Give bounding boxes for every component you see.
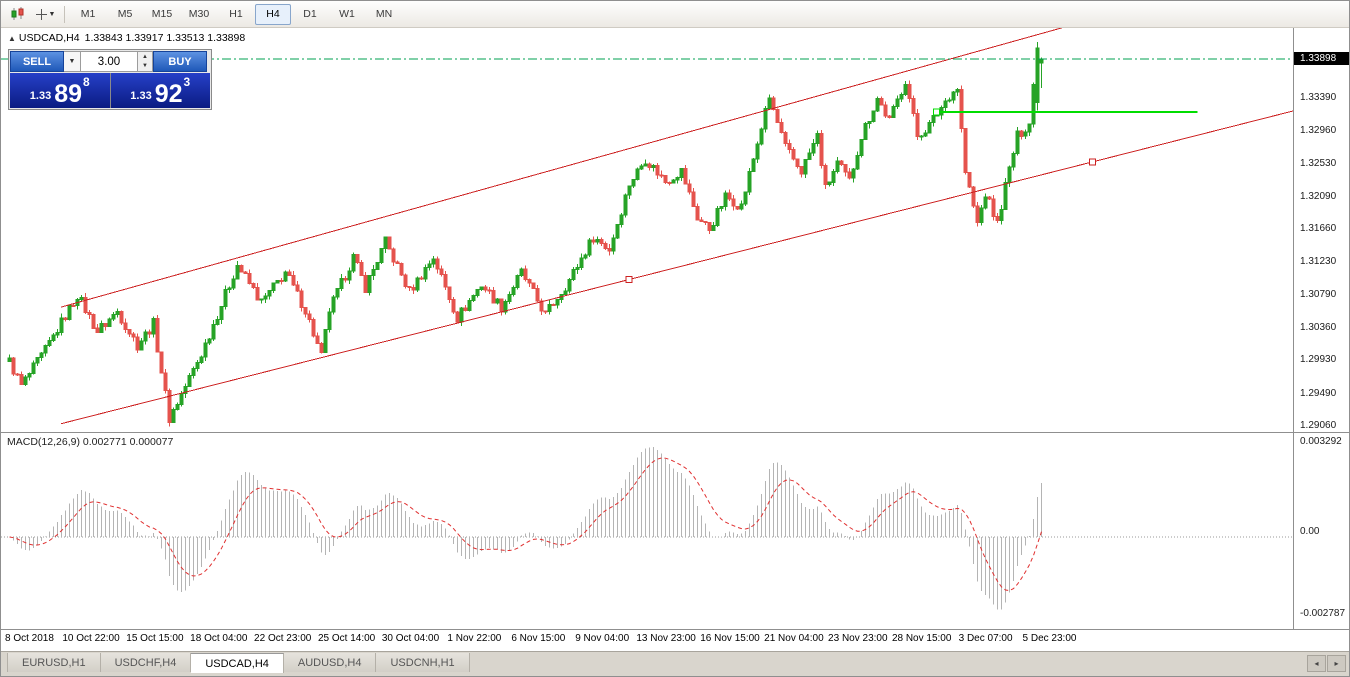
volume-input[interactable] xyxy=(81,51,138,72)
top-toolbar: ▼ M1 M5 M15 M30 H1 H4 D1 W1 MN xyxy=(1,1,1349,28)
price-tick: 1.29930 xyxy=(1300,354,1337,366)
macd-tick: 0.00 xyxy=(1300,526,1320,537)
chart-tab-usdcnh-h1[interactable]: USDCNH,H1 xyxy=(376,653,470,672)
trade-controls-row: SELL ▼ ▲ ▼ BUY xyxy=(10,51,210,72)
date-label: 22 Oct 23:00 xyxy=(254,633,312,644)
candlestick-chart[interactable] xyxy=(1,27,1293,432)
price-tick: 1.30360 xyxy=(1300,321,1337,333)
date-label: 16 Nov 15:00 xyxy=(700,633,760,644)
candlestick-glyph xyxy=(11,7,24,20)
chart-tab-eurusd-h1[interactable]: EURUSD,H1 xyxy=(7,653,101,672)
macd-indicator[interactable] xyxy=(1,433,1293,629)
trade-panel-toggle-icon[interactable]: ▲ xyxy=(8,34,16,43)
tab-scroll-right-icon[interactable]: ▸ xyxy=(1327,655,1346,672)
price-tick: 1.32960 xyxy=(1300,124,1337,136)
sell-price-pip: 8 xyxy=(83,75,90,89)
tab-scroll-left-icon[interactable]: ◂ xyxy=(1307,655,1326,672)
date-label: 3 Dec 07:00 xyxy=(958,633,1013,644)
timeframe-button-m30[interactable]: M30 xyxy=(188,8,210,20)
chart-tabs: EURUSD,H1 USDCHF,H4 USDCAD,H4 AUDUSD,H4 USDC… xyxy=(7,653,470,673)
timeframe-button-m15[interactable]: M15 xyxy=(151,8,173,20)
date-label: 8 Oct 2018 xyxy=(5,633,54,644)
date-label: 21 Nov 04:00 xyxy=(764,633,824,644)
price-tick: 1.31660 xyxy=(1300,223,1337,235)
date-label: 13 Nov 23:00 xyxy=(636,633,696,644)
date-label: 10 Oct 22:00 xyxy=(62,633,120,644)
date-label: 23 Nov 23:00 xyxy=(828,633,888,644)
sell-price-big: 89 xyxy=(54,79,83,108)
timeframe-button-h1[interactable]: H1 xyxy=(229,8,243,20)
date-label: 18 Oct 04:00 xyxy=(190,633,248,644)
volume-up-icon[interactable]: ▲ xyxy=(142,53,148,60)
price-tick: 1.29060 xyxy=(1300,420,1337,432)
chevron-down-icon: ▼ xyxy=(48,10,56,18)
timeframe-buttons: M1 M5 M15 M30 H1 H4 D1 W1 MN xyxy=(70,3,402,25)
timeframe-button-m1[interactable]: M1 xyxy=(80,8,96,20)
price-tick: 1.32090 xyxy=(1300,190,1337,202)
timeframe-button-m5[interactable]: M5 xyxy=(117,8,133,20)
price-tick: 1.32530 xyxy=(1300,157,1337,169)
axis-divider xyxy=(1,629,1349,630)
price-scale[interactable]: 1.33390 1.32960 1.32530 1.32090 1.31660 1.312… xyxy=(1293,27,1349,629)
crosshair-tool-icon[interactable]: ▼ xyxy=(32,3,58,25)
date-label: 28 Nov 15:00 xyxy=(891,633,952,644)
price-tick: 1.31230 xyxy=(1300,255,1337,267)
price-tick: 1.33390 xyxy=(1300,92,1337,104)
date-label: 5 Dec 23:00 xyxy=(1022,633,1077,644)
date-label: 9 Nov 04:00 xyxy=(575,633,630,644)
date-label: 1 Nov 22:00 xyxy=(447,633,502,644)
buy-price-pip: 3 xyxy=(183,75,191,89)
date-label: 30 Oct 04:00 xyxy=(381,633,440,644)
timeframe-button-d1[interactable]: D1 xyxy=(303,8,317,20)
macd-tick: 0.003292 xyxy=(1300,436,1342,447)
crosshair-glyph xyxy=(35,8,47,20)
chart-tab-audusd-h4[interactable]: AUDUSD,H4 xyxy=(283,653,377,672)
sell-button[interactable]: SELL xyxy=(10,51,64,72)
volume-dropdown[interactable]: ▼ xyxy=(64,51,81,72)
buy-price-display[interactable]: 1.33 92 3 xyxy=(110,73,210,108)
buy-price-big: 92 xyxy=(154,79,183,108)
chart-tab-usdcad-h4[interactable]: USDCAD,H4 xyxy=(191,653,284,673)
chart-symbol-label: USDCAD,H4 xyxy=(18,32,80,44)
trade-prices-row: 1.33 89 8 1.33 92 3 xyxy=(10,73,210,108)
volume-down-icon[interactable]: ▼ xyxy=(142,63,148,70)
chart-tab-usdchf-h4[interactable]: USDCHF,H4 xyxy=(100,653,192,672)
buy-price-prefix: 1.33 xyxy=(130,90,152,102)
chart-type-icon[interactable] xyxy=(5,3,31,25)
macd-tick: -0.002787 xyxy=(1300,608,1346,619)
macd-label: MACD(12,26,9) 0.002771 0.000077 xyxy=(7,436,174,448)
sell-price-prefix: 1.33 xyxy=(29,90,52,102)
price-tick: 1.29490 xyxy=(1300,387,1337,399)
timeframe-button-mn[interactable]: MN xyxy=(375,8,393,20)
price-tick: 1.30790 xyxy=(1300,289,1337,301)
date-label: 25 Oct 14:00 xyxy=(317,633,376,644)
tab-scroll-controls: ◂ ▸ xyxy=(1307,653,1349,672)
current-price-label: 1.33898 xyxy=(1294,51,1349,65)
chart-header: ▲ USDCAD,H4 1.33843 1.33917 1.33513 1.3389… xyxy=(8,32,245,44)
chart-ohlc-label: 1.33843 1.33917 1.33513 1.33898 xyxy=(84,32,246,44)
date-label: 6 Nov 15:00 xyxy=(511,633,566,644)
chart-tabs-bar: EURUSD,H1 USDCHF,H4 USDCAD,H4 AUDUSD,H4 USDC… xyxy=(1,651,1349,676)
sell-price-display[interactable]: 1.33 89 8 xyxy=(10,73,110,108)
toolbar-separator xyxy=(64,5,65,23)
chevron-down-icon: ▼ xyxy=(68,58,76,65)
time-axis[interactable]: 8 Oct 2018 10 Oct 22:00 15 Oct 15:00 18 Oct… xyxy=(1,630,1293,649)
date-label: 15 Oct 15:00 xyxy=(126,633,184,644)
panel-splitter[interactable] xyxy=(1,432,1349,433)
volume-stepper[interactable]: ▲ ▼ xyxy=(138,51,153,72)
timeframe-button-h4[interactable]: H4 xyxy=(255,3,291,25)
buy-button[interactable]: BUY xyxy=(153,51,207,72)
timeframe-button-w1[interactable]: W1 xyxy=(339,8,355,20)
